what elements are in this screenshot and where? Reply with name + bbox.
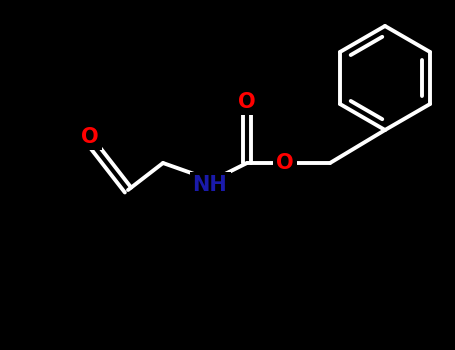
Text: O: O xyxy=(81,127,99,147)
Text: NH: NH xyxy=(192,175,228,195)
Text: O: O xyxy=(276,153,294,173)
Text: O: O xyxy=(238,92,256,112)
